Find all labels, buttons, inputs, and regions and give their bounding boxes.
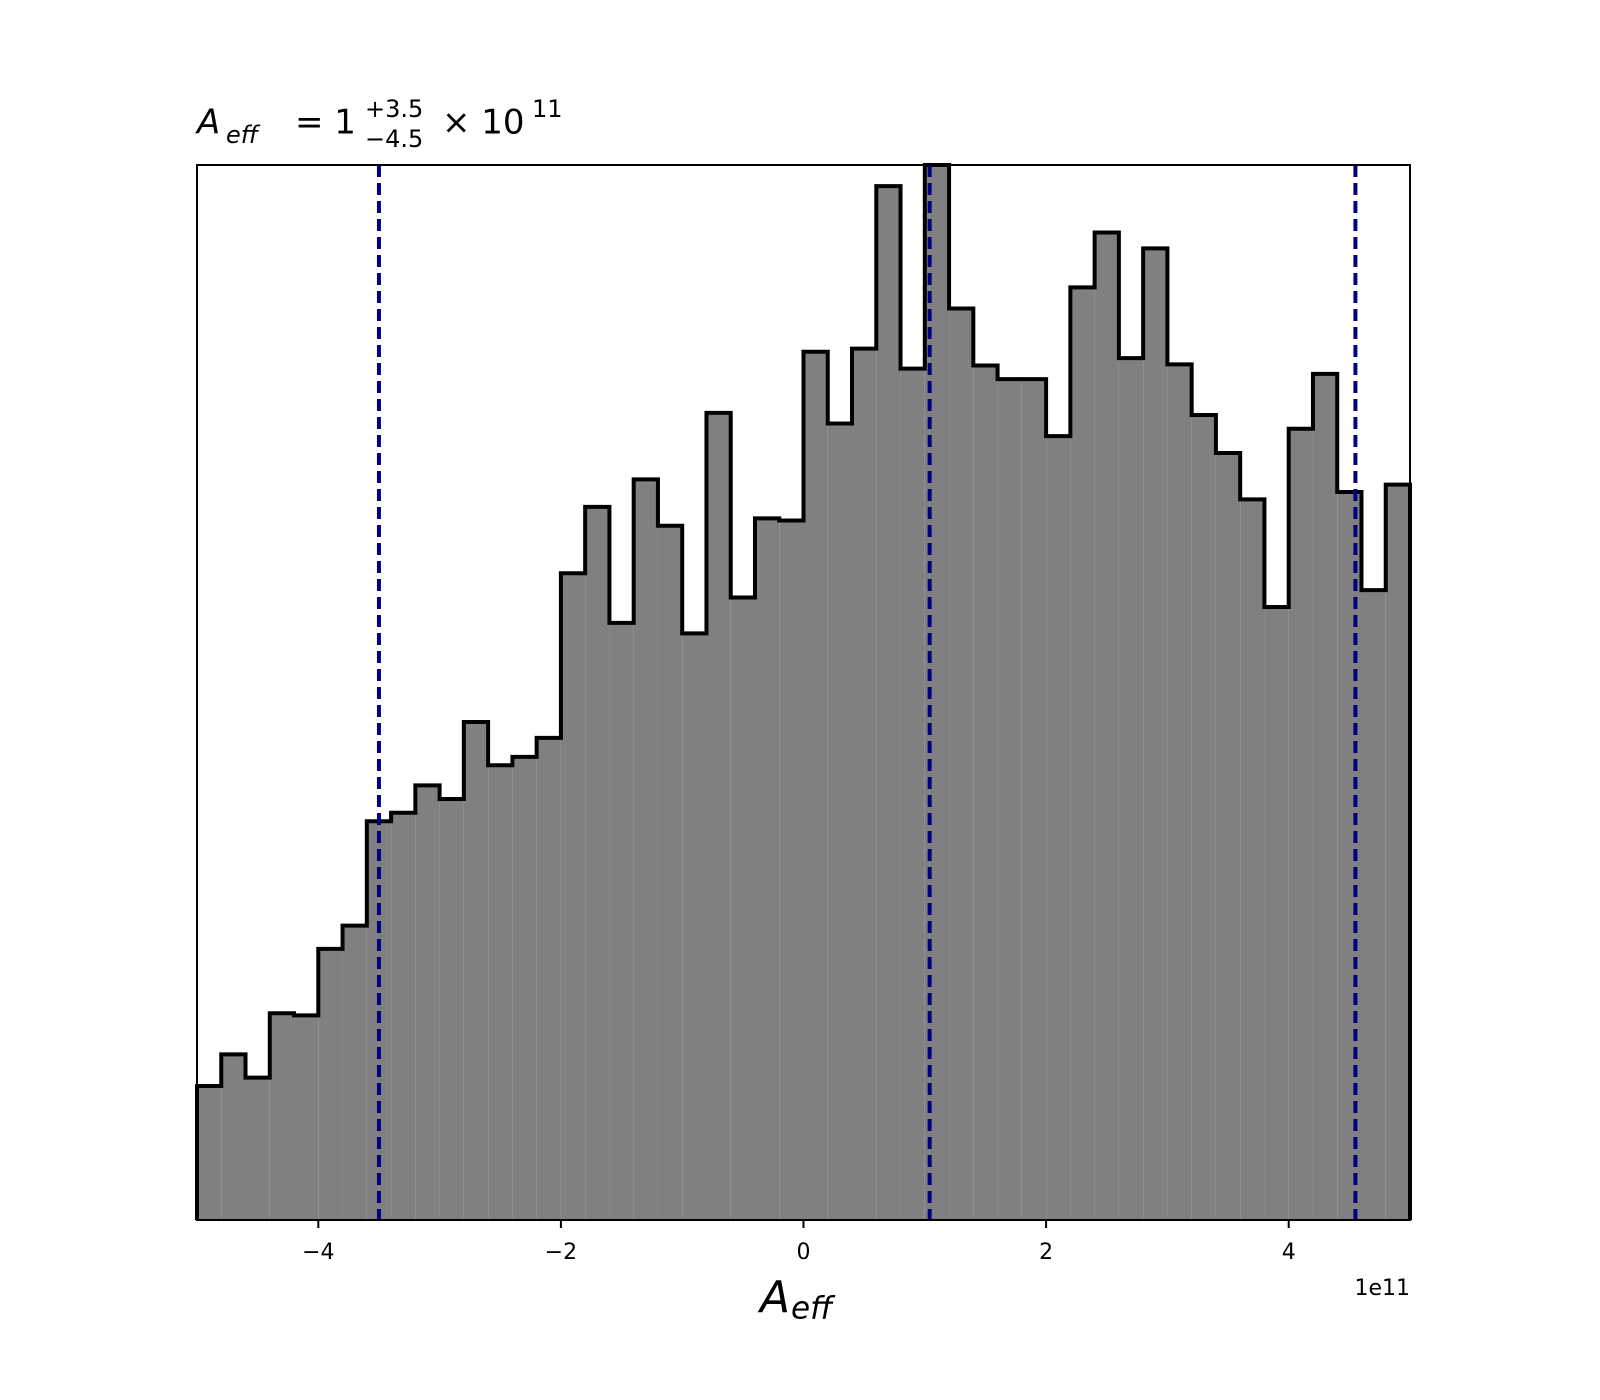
bar (1046, 436, 1071, 1220)
bar (706, 412, 731, 1220)
x-tick-label: −4 (302, 1240, 334, 1265)
bar (779, 520, 804, 1220)
x-label-symbol: A (757, 1272, 790, 1323)
bar (1337, 492, 1362, 1220)
bar (1167, 364, 1192, 1220)
offset-text: 1e11 (1354, 1276, 1410, 1301)
bar (536, 737, 561, 1220)
bar (754, 518, 780, 1220)
bar (415, 785, 440, 1220)
bar (463, 722, 489, 1220)
bar (488, 765, 513, 1220)
x-tick-label: 0 (797, 1240, 811, 1265)
bar (1070, 287, 1095, 1220)
bar (1191, 415, 1216, 1220)
bar (585, 506, 610, 1220)
bar (221, 1054, 246, 1220)
bar (1264, 607, 1289, 1220)
bar (318, 948, 343, 1220)
x-tick-label: 4 (1282, 1240, 1296, 1265)
title-symbol: A (195, 103, 220, 143)
bar (512, 756, 537, 1220)
bar (730, 597, 755, 1220)
bar (803, 351, 828, 1220)
bar (1288, 428, 1313, 1220)
bar (197, 1086, 222, 1220)
title-subscript: eff (226, 121, 261, 149)
bar (949, 308, 974, 1221)
bar (609, 622, 634, 1220)
bar (1240, 499, 1265, 1220)
x-axis-label: A eff (757, 1272, 836, 1327)
title-upper: +3.5 (365, 95, 423, 123)
bar (876, 186, 901, 1221)
bar (560, 573, 586, 1220)
bar (1094, 232, 1119, 1220)
x-tick-label: 2 (1039, 1240, 1053, 1265)
bar (1143, 248, 1168, 1221)
bar (657, 525, 683, 1220)
bar (682, 633, 707, 1220)
bar (245, 1077, 270, 1220)
bar (997, 379, 1022, 1220)
title-text: = 1 (295, 103, 356, 143)
chart-title: A eff = 1 +3.5 −4.5 × 10 11 (195, 95, 563, 153)
bar (439, 799, 464, 1220)
bar (1021, 379, 1047, 1220)
bar (391, 812, 416, 1220)
title-exponent: 11 (532, 95, 563, 123)
x-tick-label: −2 (545, 1240, 577, 1265)
bar (900, 368, 925, 1220)
histogram-outline (195, 163, 1412, 1220)
bar (1118, 358, 1144, 1220)
bar (1361, 590, 1386, 1220)
bar (827, 423, 853, 1221)
bar (1215, 453, 1241, 1220)
title-times: × 10 (442, 103, 525, 143)
bar (269, 1013, 295, 1220)
bar (1312, 373, 1338, 1220)
bar (1385, 484, 1410, 1220)
bar (852, 348, 877, 1220)
bar (633, 479, 658, 1220)
bar (294, 1015, 319, 1220)
bar (342, 925, 367, 1220)
bar (973, 365, 998, 1220)
title-lower: −4.5 (365, 125, 423, 153)
x-label-subscript: eff (791, 1291, 836, 1327)
